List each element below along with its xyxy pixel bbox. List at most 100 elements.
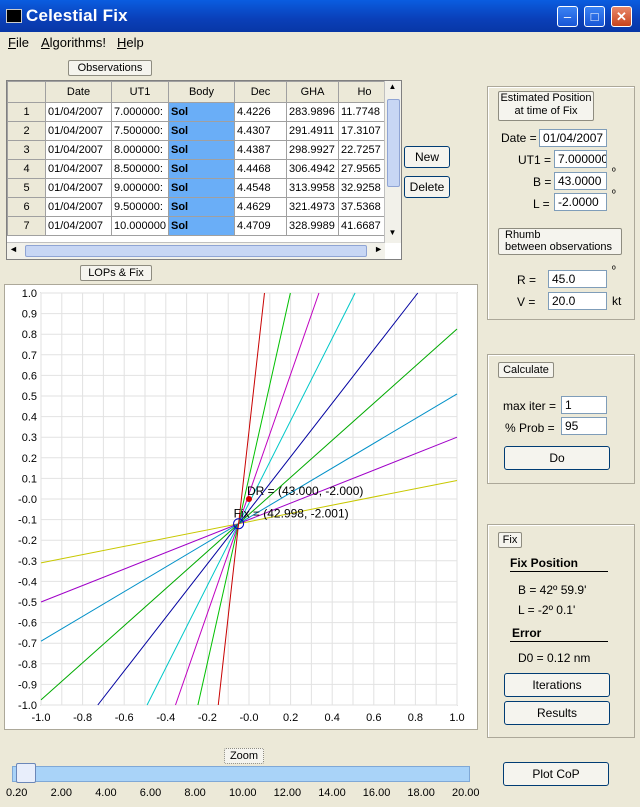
scroll-up-icon[interactable]: ▲ [388,82,397,91]
rhumb-button[interactable]: Rhumb between observations [498,228,622,255]
row-number[interactable]: 6 [7,197,46,217]
row-number[interactable]: 5 [7,178,46,198]
cell-body[interactable]: Sol [168,216,235,236]
cell-gha[interactable]: 321.4973 [286,197,339,217]
cell-dec[interactable]: 4.4226 [234,102,287,122]
iterations-button[interactable]: Iterations [504,673,610,697]
cell-body[interactable]: Sol [168,178,235,198]
cell-ho[interactable]: 22.7257 [338,140,391,160]
cell-body[interactable]: Sol [168,121,235,141]
table-row[interactable]: 1 01/04/2007 7.000000: Sol 4.4226 283.9896 11.… [7,102,391,122]
hscroll-thumb[interactable] [25,245,367,257]
cell-body[interactable]: Sol [168,197,235,217]
minimize-button[interactable]: – [557,6,578,27]
plot-cop-button[interactable]: Plot CoP [503,762,609,786]
cell-ho[interactable]: 32.9258 [338,178,391,198]
close-button[interactable]: ✕ [611,6,632,27]
cell-ut1[interactable]: 7.500000: [111,121,169,141]
row-number[interactable]: 4 [7,159,46,179]
grid-vertical-scrollbar[interactable]: ▲ ▼ [384,81,401,243]
cell-dec[interactable]: 4.4629 [234,197,287,217]
table-row[interactable]: 5 01/04/2007 9.000000: Sol 4.4548 313.9958 32.… [7,178,391,198]
cell-body[interactable]: Sol [168,102,235,122]
menu-algorithms[interactable]: Algorithms! [41,35,107,50]
cell-ut1[interactable]: 10.000000 [111,216,169,236]
table-row[interactable]: 2 01/04/2007 7.500000: Sol 4.4307 291.4911 17.… [7,121,391,141]
scroll-right-icon[interactable]: ► [374,244,383,254]
scroll-down-icon[interactable]: ▼ [388,228,397,237]
l-field[interactable]: -2.0000 [554,193,607,211]
cell-dec[interactable]: 4.4468 [234,159,287,179]
calculate-button[interactable]: Calculate [498,362,554,378]
cell-ut1[interactable]: 8.000000: [111,140,169,160]
menu-help[interactable]: Help [117,35,144,50]
new-button[interactable]: New [404,146,450,168]
row-number[interactable]: 1 [7,102,46,122]
col-gha[interactable]: GHA [286,81,339,103]
cell-ho[interactable]: 41.6687 [338,216,391,236]
cell-body[interactable]: Sol [168,159,235,179]
cell-date[interactable]: 01/04/2007 [45,178,112,198]
v-field[interactable]: 20.0 [548,292,607,310]
cell-ut1[interactable]: 9.000000: [111,178,169,198]
table-row[interactable]: 4 01/04/2007 8.500000: Sol 4.4468 306.4942 27.… [7,159,391,179]
cell-gha[interactable]: 291.4911 [286,121,339,141]
delete-button[interactable]: Delete [404,176,450,198]
cell-date[interactable]: 01/04/2007 [45,140,112,160]
cell-ho[interactable]: 37.5368 [338,197,391,217]
lops-fix-button[interactable]: LOPs & Fix [80,265,152,281]
row-number[interactable]: 3 [7,140,46,160]
ut1-field[interactable]: 7.000000: [554,150,607,168]
cell-gha[interactable]: 313.9958 [286,178,339,198]
results-button[interactable]: Results [504,701,610,725]
cell-date[interactable]: 01/04/2007 [45,121,112,141]
cell-gha[interactable]: 328.9989 [286,216,339,236]
cell-ho[interactable]: 17.3107 [338,121,391,141]
max-iter-field[interactable]: 1 [561,396,607,414]
col-body[interactable]: Body [168,81,235,103]
cell-date[interactable]: 01/04/2007 [45,159,112,179]
table-row[interactable]: 6 01/04/2007 9.500000: Sol 4.4629 321.4973 37.… [7,197,391,217]
r-field[interactable]: 45.0 [548,270,607,288]
observations-button[interactable]: Observations [68,60,152,76]
cell-ho[interactable]: 11.7748 [338,102,391,122]
cell-gha[interactable]: 298.9927 [286,140,339,160]
grid-horizontal-scrollbar[interactable]: ◄ ► [7,242,385,259]
cell-date[interactable]: 01/04/2007 [45,216,112,236]
scroll-thumb[interactable] [387,99,400,187]
b-field[interactable]: 43.0000 [554,172,607,190]
cell-ut1[interactable]: 9.500000: [111,197,169,217]
menu-file[interactable]: File [8,35,29,50]
fix-button[interactable]: Fix [498,532,522,548]
cell-ut1[interactable]: 8.500000: [111,159,169,179]
row-number[interactable]: 2 [7,121,46,141]
lop-plot-area[interactable]: -1.0 -0.8 -0.6 -0.4 -0.2 -0.0 0.2 0.4 0.6 0.8 1.0 1… [4,284,478,730]
cell-dec[interactable]: 4.4548 [234,178,287,198]
table-row[interactable]: 3 01/04/2007 8.000000: Sol 4.4387 298.9927 22.… [7,140,391,160]
observations-grid[interactable]: Date UT1 Body Dec GHA Ho 1 01/04/2007 7.00… [6,80,402,260]
col-ho[interactable]: Ho [338,81,391,103]
cell-ut1[interactable]: 7.000000: [111,102,169,122]
cell-ho[interactable]: 27.9565 [338,159,391,179]
table-row[interactable]: 7 01/04/2007 10.000000 Sol 4.4709 328.9989 41.… [7,216,391,236]
zoom-slider-thumb[interactable] [16,763,36,783]
do-button[interactable]: Do [504,446,610,470]
scroll-left-icon[interactable]: ◄ [9,244,18,254]
col-ut1[interactable]: UT1 [111,81,169,103]
maximize-button[interactable]: □ [584,6,605,27]
estimated-position-button[interactable]: Estimated Position at time of Fix [498,91,594,121]
zoom-slider-track[interactable] [12,766,470,782]
zoom-button[interactable]: Zoom [224,748,264,764]
col-date[interactable]: Date [45,81,112,103]
cell-gha[interactable]: 283.9896 [286,102,339,122]
cell-body[interactable]: Sol [168,140,235,160]
date-field[interactable]: 01/04/2007 [539,129,607,147]
cell-dec[interactable]: 4.4307 [234,121,287,141]
cell-date[interactable]: 01/04/2007 [45,102,112,122]
row-number[interactable]: 7 [7,216,46,236]
cell-dec[interactable]: 4.4709 [234,216,287,236]
cell-gha[interactable]: 306.4942 [286,159,339,179]
prob-field[interactable]: 95 [561,417,607,435]
cell-date[interactable]: 01/04/2007 [45,197,112,217]
col-dec[interactable]: Dec [234,81,287,103]
